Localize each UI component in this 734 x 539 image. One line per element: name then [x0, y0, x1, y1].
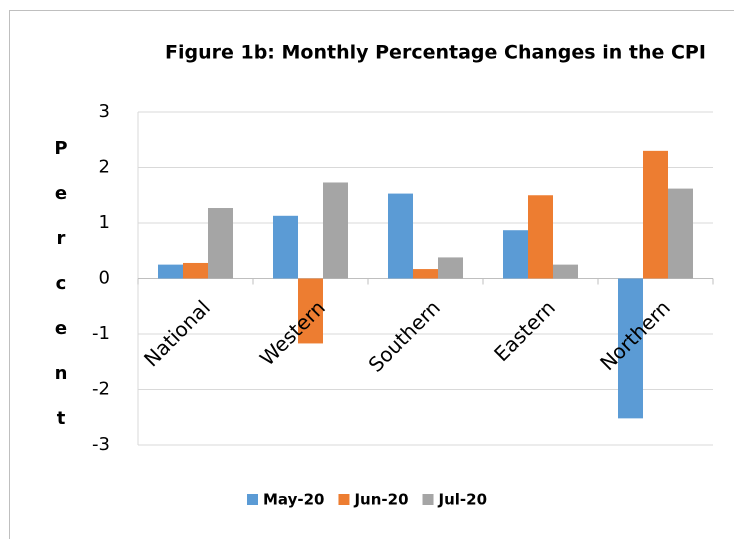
bar: [553, 264, 578, 279]
bar: [668, 188, 693, 279]
legend-label: Jun-20: [353, 491, 408, 509]
legend-swatch: [422, 494, 434, 505]
bar: [323, 182, 348, 279]
bar: [503, 230, 528, 279]
chart-frame: [9, 10, 734, 539]
y-tick-label: -3: [92, 434, 110, 455]
bar: [298, 278, 323, 344]
y-tick-label: -2: [92, 379, 110, 400]
legend-label: Jul-20: [438, 491, 488, 509]
bar: [528, 195, 553, 279]
chart-title: Figure 1b: Monthly Percentage Changes in…: [165, 42, 706, 64]
legend-label: May-20: [263, 491, 324, 509]
y-tick-label: 0: [99, 268, 110, 289]
bar: [183, 262, 208, 279]
y-axis-title: Percent: [54, 138, 68, 429]
bar: [438, 257, 463, 279]
legend-swatch: [338, 494, 350, 505]
y-tick-label: 1: [99, 212, 110, 233]
bar: [208, 208, 233, 279]
bar: [273, 215, 298, 279]
bar: [413, 269, 438, 279]
y-tick-label: 2: [99, 157, 110, 178]
bar: [618, 278, 643, 419]
y-tick-label: 3: [99, 101, 110, 122]
legend-swatch: [247, 494, 258, 505]
bar: [158, 264, 183, 279]
bar: [643, 150, 668, 279]
y-tick-label: -1: [92, 323, 110, 344]
bar: [388, 193, 413, 279]
